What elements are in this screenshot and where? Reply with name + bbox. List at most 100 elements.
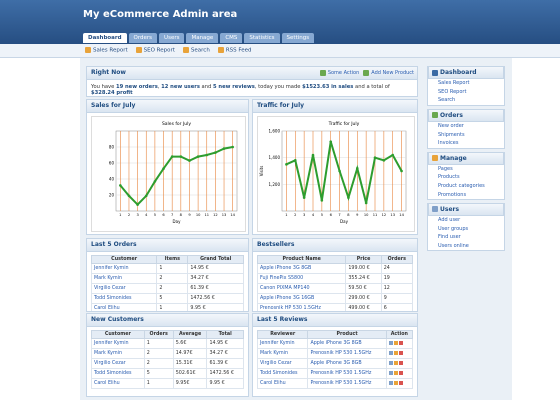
data-point bbox=[144, 194, 148, 198]
table-cell[interactable]: Jennifer Kymin bbox=[256, 338, 309, 349]
action-icon[interactable] bbox=[398, 380, 403, 385]
sidebar-link[interactable]: Find user bbox=[428, 233, 504, 242]
subnav-link[interactable]: RSS Feed bbox=[217, 47, 252, 54]
action-icon[interactable] bbox=[393, 340, 398, 345]
action-icon[interactable] bbox=[393, 370, 398, 375]
action-icon[interactable] bbox=[393, 380, 398, 385]
action-icon[interactable] bbox=[388, 380, 393, 385]
table-row: Jennifer Kymin 1 14.95 € bbox=[90, 263, 244, 274]
sidebar-link[interactable]: Users online bbox=[428, 241, 504, 251]
table-cell: 1472.56 € bbox=[187, 293, 244, 304]
tab[interactable]: Manage bbox=[186, 33, 219, 43]
tab[interactable]: Users bbox=[159, 33, 185, 43]
table-cell[interactable]: Mark Kymin bbox=[91, 348, 145, 359]
sidebar-link[interactable]: User groups bbox=[428, 224, 504, 234]
sidebar-link[interactable]: Shipments bbox=[428, 130, 504, 139]
table-cell[interactable]: Carol Elihu bbox=[256, 378, 309, 389]
tab[interactable]: CMS bbox=[220, 33, 243, 43]
subnav-links: Sales Report SEO Report Search RSS Feed bbox=[85, 47, 252, 54]
sidebar-link[interactable]: Pages bbox=[428, 164, 504, 174]
table-cell[interactable]: Canon PIXMA MP140 bbox=[256, 283, 347, 294]
table-cell[interactable]: Prenosnik HP 530 1.5GHz bbox=[256, 303, 347, 311]
sidebar-link[interactable]: Product categories bbox=[428, 181, 504, 191]
action-icon[interactable] bbox=[388, 350, 393, 355]
action-icon[interactable] bbox=[388, 340, 393, 345]
y-tick-label: 20 bbox=[109, 193, 115, 198]
data-point bbox=[311, 153, 315, 157]
subnav-link[interactable]: SEO Report bbox=[135, 47, 175, 54]
table-cell[interactable]: Prenosnik HP 530 1.5GHz bbox=[307, 368, 387, 379]
tabs: Dashboard Orders Users Manage CMS Statistics S… bbox=[83, 33, 316, 43]
tab[interactable]: Dashboard bbox=[83, 33, 127, 43]
table-row: Apple iPhone 3G 8GB 199.00 €24 bbox=[256, 263, 414, 274]
sidebar-link[interactable]: Invoices bbox=[428, 138, 504, 148]
sidebar-link[interactable]: Add user bbox=[428, 215, 504, 225]
table-cell: 15.31€ bbox=[172, 358, 208, 369]
link-text[interactable]: Sales Report bbox=[93, 47, 128, 54]
x-tick-label: 6 bbox=[330, 213, 333, 217]
table-cell: 9.95 € bbox=[187, 303, 244, 311]
table-cell[interactable]: Carol Elihu bbox=[91, 378, 145, 389]
action-icon[interactable] bbox=[393, 350, 398, 355]
table-cell[interactable]: Carol Elihu bbox=[90, 303, 158, 311]
action-icon[interactable] bbox=[388, 370, 393, 375]
action-icon[interactable] bbox=[398, 340, 403, 345]
table-cell[interactable]: Todd Simonides bbox=[256, 368, 309, 379]
table-cell: 14.97€ bbox=[172, 348, 208, 359]
table-cell[interactable]: Virgilio Cezar bbox=[91, 358, 145, 369]
table-cell: 5 bbox=[156, 293, 189, 304]
link-text[interactable]: SEO Report bbox=[143, 47, 175, 54]
table-cell[interactable]: Jennifer Kymin bbox=[91, 338, 145, 349]
table-cell[interactable]: Virgilio Cezar bbox=[90, 283, 158, 294]
link-text[interactable]: Search bbox=[190, 47, 210, 54]
tab[interactable]: Orders bbox=[128, 33, 158, 43]
sidebar-link[interactable]: New order bbox=[428, 121, 504, 131]
data-point bbox=[153, 180, 157, 183]
action-icon[interactable] bbox=[398, 360, 403, 365]
data-point bbox=[196, 155, 200, 158]
action-icon[interactable] bbox=[398, 370, 403, 375]
table-cell[interactable]: Jennifer Kymin bbox=[90, 263, 158, 274]
action-icon[interactable] bbox=[393, 360, 398, 365]
sidebar-link[interactable]: Promotions bbox=[428, 190, 504, 199]
table-cell[interactable]: Mark Kymin bbox=[256, 348, 309, 359]
action-icon[interactable] bbox=[398, 350, 403, 355]
table-cell[interactable]: Apple iPhone 3G 8GB bbox=[256, 263, 347, 274]
table-panel: Last 5 Reviews Reviewer Product Action Jenni… bbox=[252, 313, 418, 397]
action-text[interactable]: Some Action bbox=[327, 70, 360, 76]
sidebar-title: Manage bbox=[440, 154, 467, 162]
table-cell[interactable]: Apple iPhone 3G 16GB bbox=[256, 293, 347, 304]
x-tick-label: 6 bbox=[162, 213, 165, 217]
table-cell[interactable]: Apple iPhone 3G 8GB bbox=[307, 338, 387, 349]
panel-header: Right Now Some Action Add New Product bbox=[87, 67, 417, 80]
sidebar-link[interactable]: SEO Report bbox=[428, 87, 504, 97]
table-row: Mark Kymin 2 34.27 € bbox=[90, 273, 244, 284]
action-link[interactable]: Add New Product bbox=[363, 67, 414, 79]
sidebar-link[interactable]: Search bbox=[428, 96, 504, 105]
sidebar-link[interactable]: Products bbox=[428, 173, 504, 182]
action-icon[interactable] bbox=[388, 360, 393, 365]
icon bbox=[319, 69, 326, 76]
table-cell[interactable]: Todd Simonides bbox=[91, 368, 145, 379]
data-point bbox=[320, 199, 324, 202]
table-cell[interactable]: Fuji FinePix S5800 bbox=[256, 273, 347, 284]
tab[interactable]: Statistics bbox=[244, 33, 280, 43]
link-text[interactable]: RSS Feed bbox=[225, 47, 252, 54]
table-cell[interactable]: Mark Kymin bbox=[90, 273, 158, 284]
action-text[interactable]: Add New Product bbox=[371, 70, 414, 76]
table-row: Apple iPhone 3G 16GB 299.00 €9 bbox=[256, 293, 414, 304]
table-cell[interactable]: Prenosnik HP 530 1.5GHz bbox=[307, 348, 387, 359]
table-cell[interactable]: Virgilio Cezar bbox=[256, 358, 309, 369]
x-axis-label: Day bbox=[173, 219, 182, 224]
table-cell[interactable]: Prenosnik HP 530 1.5GHz bbox=[307, 378, 387, 389]
subnav-link[interactable]: Search bbox=[182, 47, 210, 54]
x-tick-label: 7 bbox=[171, 213, 173, 217]
table-cell[interactable]: Apple iPhone 3G 8GB bbox=[307, 358, 387, 369]
column-header: Customer bbox=[90, 255, 158, 264]
subnav-link[interactable]: Sales Report bbox=[85, 47, 128, 54]
summary-text: You have 19 new orders, 12 new users and… bbox=[87, 80, 417, 96]
sidebar-link[interactable]: Sales Report bbox=[428, 79, 504, 88]
tab[interactable]: Settings bbox=[281, 33, 315, 43]
action-link[interactable]: Some Action bbox=[319, 67, 360, 79]
table-cell[interactable]: Todd Simonides bbox=[90, 293, 158, 304]
